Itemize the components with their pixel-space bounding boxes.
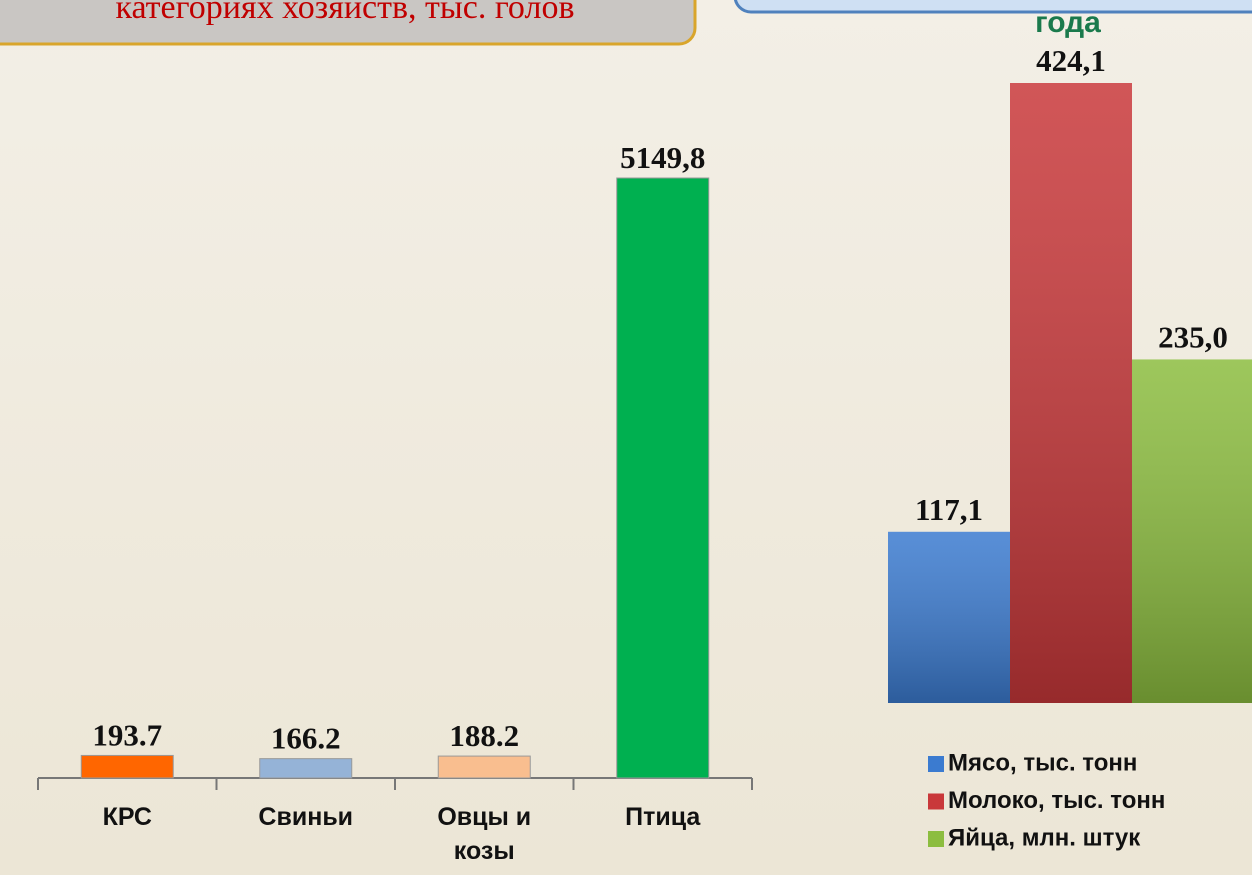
chart-canvas: категориях хозяйств, тыс. голов года 193…: [0, 0, 1252, 875]
legend-swatch: [928, 794, 944, 810]
legend-label: Мясо, тыс. тонн: [948, 749, 1137, 776]
bar: [438, 756, 530, 778]
data-label: 5149,8: [620, 140, 705, 175]
data-label: 235,0: [1158, 319, 1228, 354]
chart-title: года: [1035, 6, 1101, 39]
x-tick-label: Свиньи: [231, 800, 381, 834]
data-label: 188.2: [449, 718, 519, 753]
data-label: 117,1: [915, 492, 983, 527]
legend-label: Яйца, млн. штук: [948, 824, 1141, 851]
legend-swatch: [928, 756, 944, 772]
data-label: 166.2: [271, 721, 341, 756]
x-tick-label: Овцы и козы: [409, 800, 559, 868]
slide: {"chart_data": [ {"type": "bar", "title"…: [0, 0, 1252, 875]
data-label: 193.7: [92, 717, 162, 752]
legend-label: Молоко, тыс. тонн: [948, 787, 1165, 814]
data-label: 424,1: [1036, 43, 1106, 78]
x-tick-label: Птица: [588, 800, 738, 834]
bar-shade: [1132, 359, 1252, 703]
bar: [260, 759, 352, 778]
legend-swatch: [928, 831, 944, 847]
bar: [617, 178, 709, 778]
chart-title: категориях хозяйств, тыс. голов: [115, 0, 574, 26]
bar-shade: [1010, 83, 1132, 703]
x-tick-label: КРС: [52, 800, 202, 834]
title-box: [735, 0, 1252, 12]
bar: [81, 755, 173, 778]
bar-shade: [888, 532, 1010, 703]
